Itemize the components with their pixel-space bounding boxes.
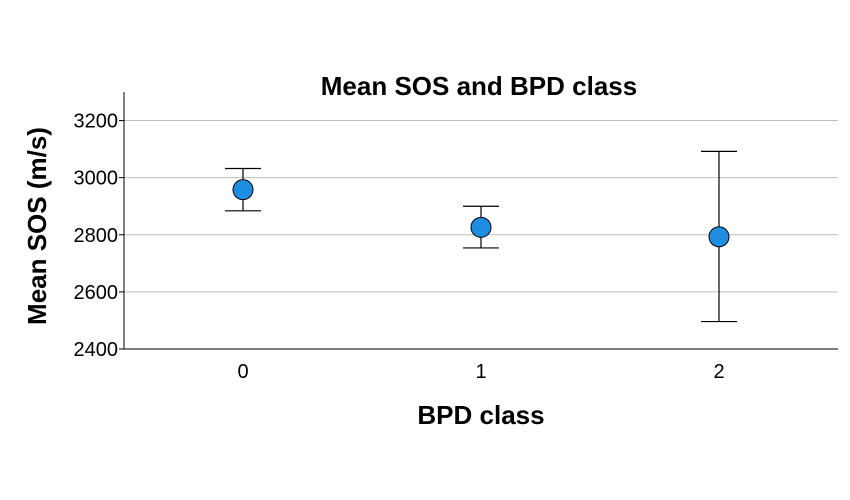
y-tick-label: 2800 xyxy=(74,225,119,247)
y-tick-label: 2400 xyxy=(74,339,119,361)
chart-title: Mean SOS and BPD class xyxy=(321,71,637,101)
y-tick-label: 3000 xyxy=(74,168,119,190)
x-tick-labels: 0 1 2 xyxy=(237,361,724,383)
y-tick-label: 2600 xyxy=(74,282,119,304)
x-tick-label: 0 xyxy=(237,361,248,383)
data-point xyxy=(708,226,730,248)
data-points xyxy=(232,179,730,248)
y-tick-label: 3200 xyxy=(74,111,119,133)
y-tick-labels: 2400 2600 2800 3000 3200 xyxy=(74,111,124,361)
x-tick-label: 2 xyxy=(713,361,724,383)
x-axis-label: BPD class xyxy=(417,400,544,430)
data-point xyxy=(232,179,254,201)
y-axis-label: Mean SOS (m/s) xyxy=(22,127,52,325)
x-tick-label: 1 xyxy=(475,361,486,383)
axes xyxy=(123,92,838,350)
data-point xyxy=(470,216,492,238)
